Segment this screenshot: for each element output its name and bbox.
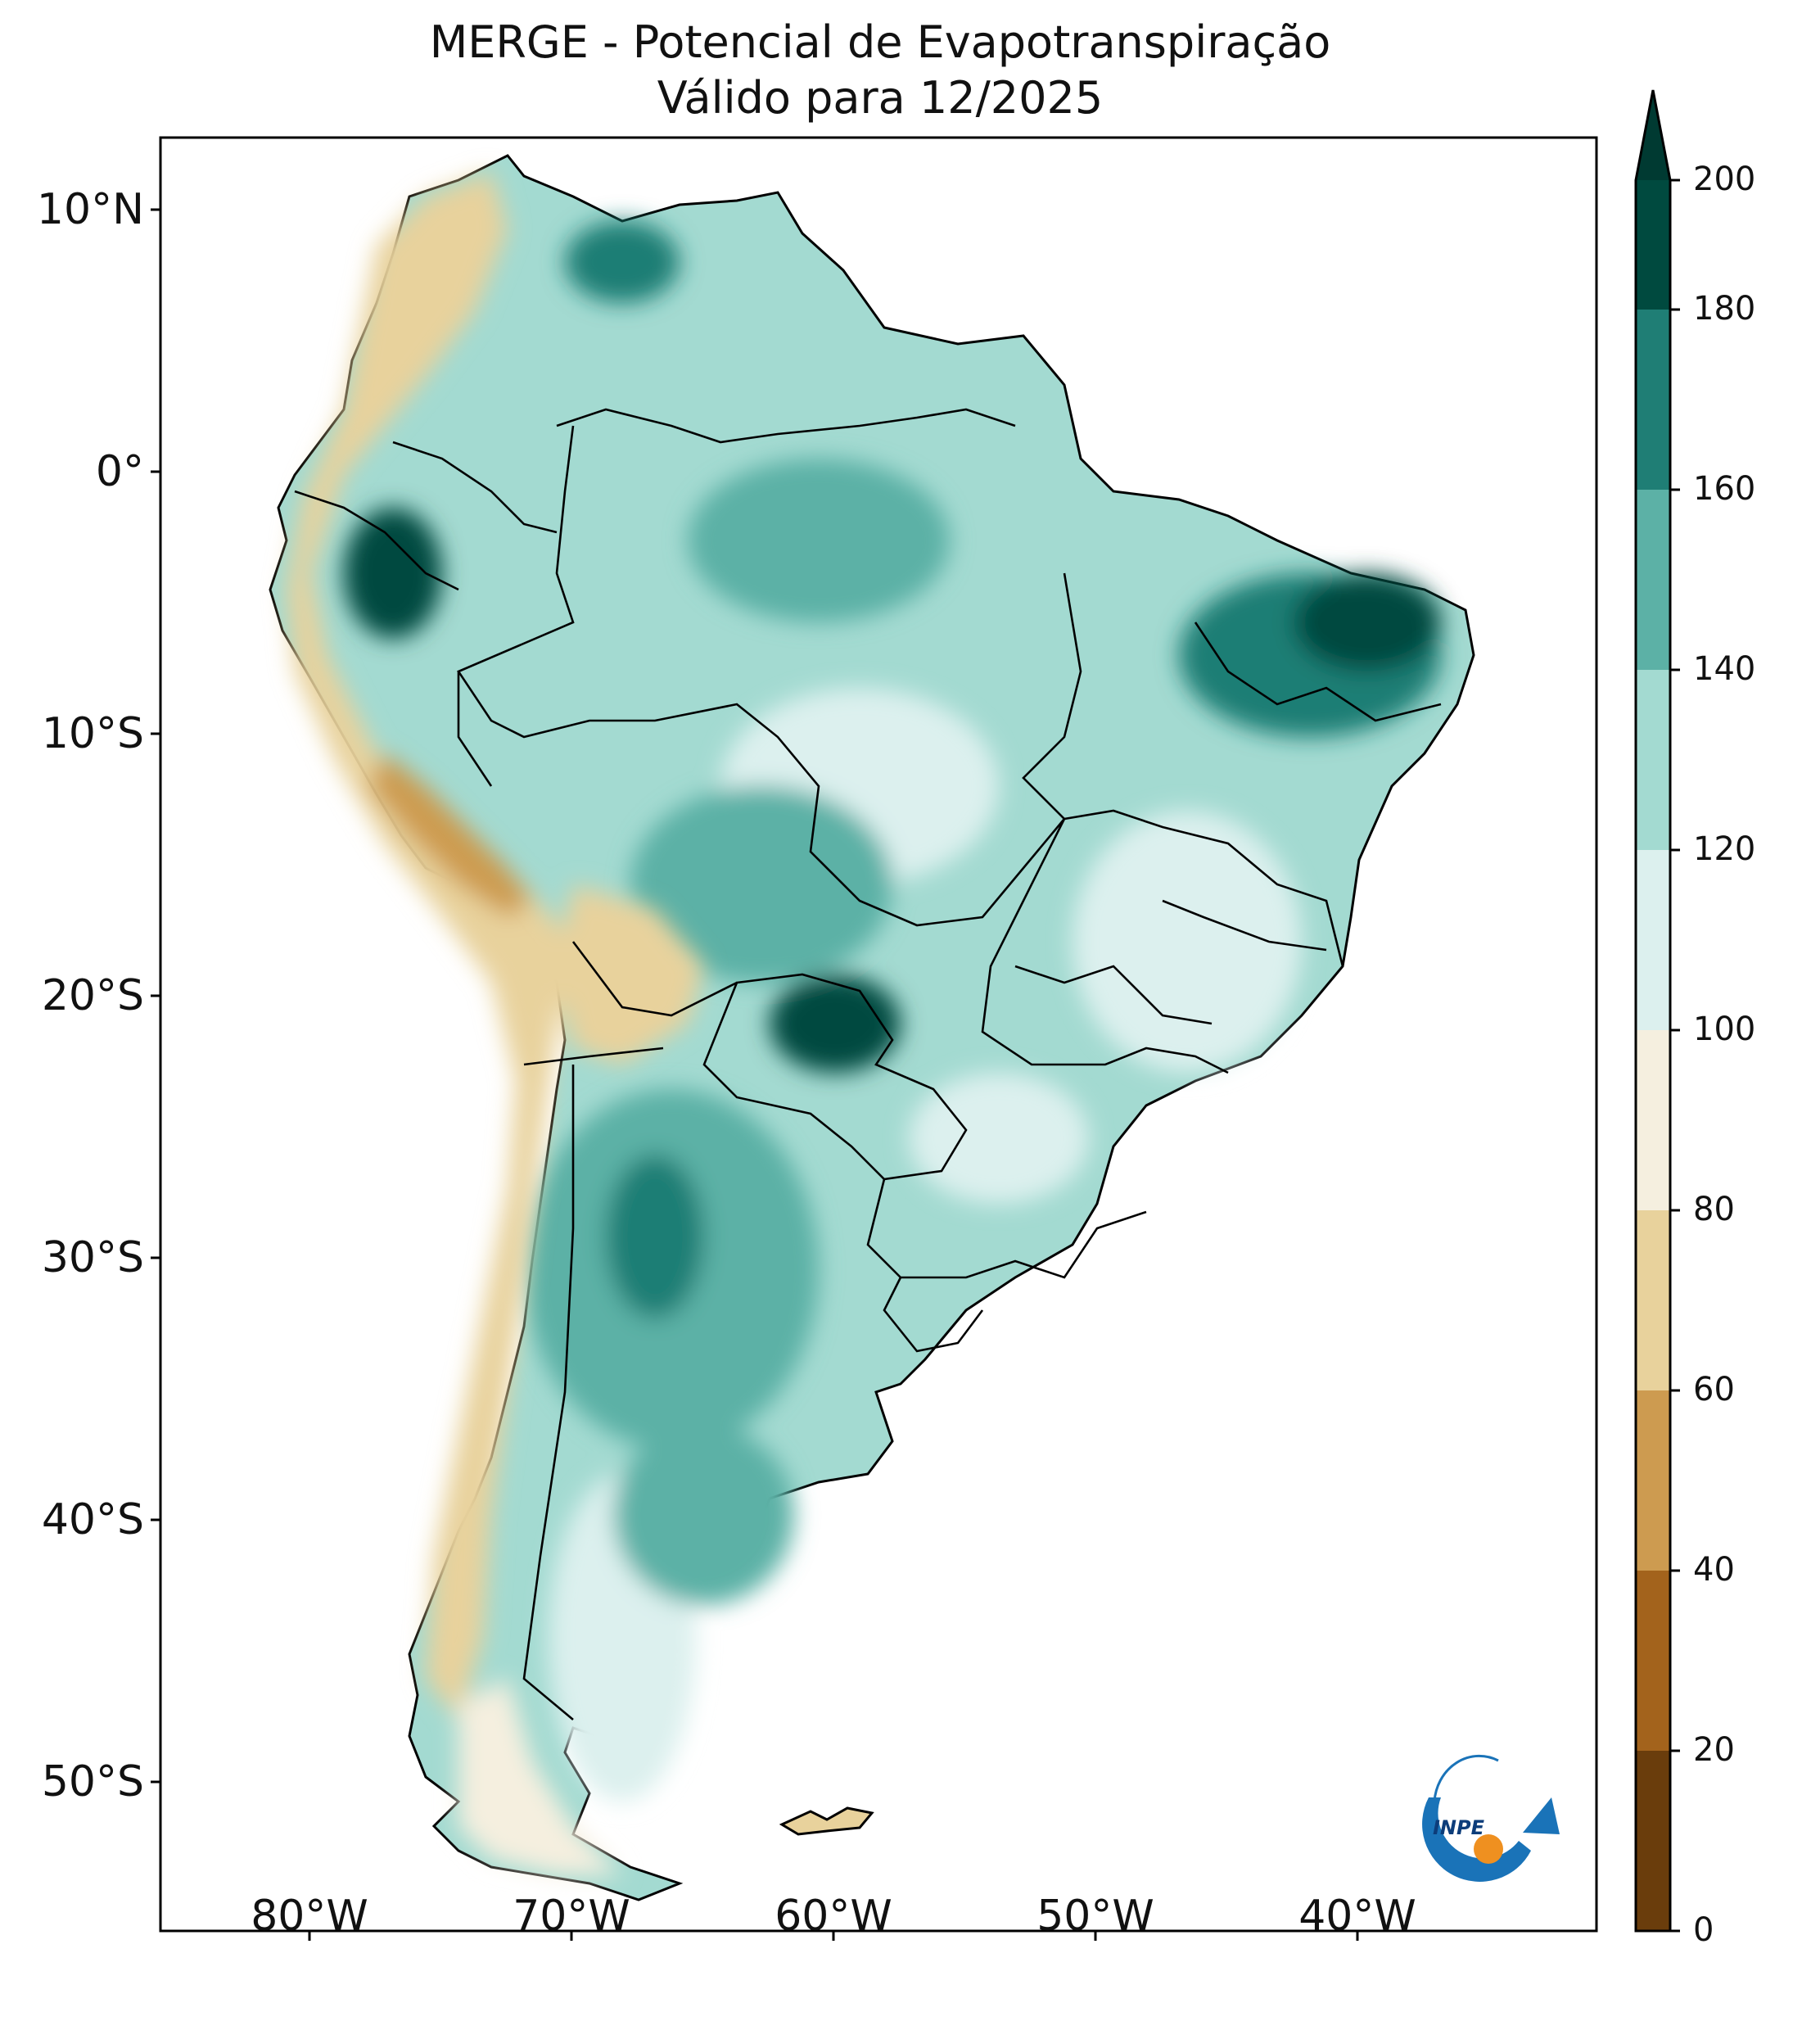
colorbar-segment-180-200 [1636,180,1670,310]
lat-label-0: 0° [95,447,144,496]
pet-zone-60-80-andes-north [287,172,573,1720]
colorbar-tick-140: 140 [1693,650,1756,688]
axis-ticks [151,208,1359,1941]
lat-label-40s: 40°S [41,1495,144,1544]
pet-zone-140-160-amazon [688,459,950,622]
pet-zone-140-160-pantanal [630,786,892,983]
pet-zone-80-100-patagonia-west [458,1679,622,1875]
colorbar-segment-80-100 [1636,1030,1670,1210]
colorbar-tick-100: 100 [1693,1010,1756,1048]
lat-label-10n: 10°N [36,185,144,234]
lon-label-50w: 50°W [1036,1892,1154,1941]
pet-zone-180-200-ceara [1294,573,1441,671]
lon-label-60w: 60°W [775,1892,892,1941]
lon-label-40w: 40°W [1298,1892,1416,1941]
pet-zone-100-120-south [909,1073,1089,1204]
lat-label-50s: 50°S [41,1757,144,1806]
colorbar-tick-80: 80 [1693,1191,1735,1228]
colorbar-segment-120-140 [1636,670,1670,850]
chart-title: MERGE - Potencial de Evapotranspiração [429,16,1331,68]
colorbar-segment-160-180 [1636,310,1670,490]
colorbar-segment-20-40 [1636,1571,1670,1751]
lat-label-10s: 10°S [41,709,144,758]
colorbar-tick-40: 40 [1693,1551,1735,1589]
colorbar-tick-200: 200 [1693,161,1756,198]
colorbar-tick-120: 120 [1693,830,1756,868]
pet-zone-60-80-bolivia-altiplano [557,884,704,1065]
chart-subtitle: Válido para 12/2025 [657,72,1104,124]
colorbar [1634,89,1680,1933]
pet-zone-160-180-chaco [606,1155,704,1318]
colorbar-tick-20: 20 [1693,1731,1735,1769]
plot-frame [159,136,1598,1933]
colorbar-tick-60: 60 [1693,1371,1735,1408]
country-borders [294,408,1442,1720]
lat-label-20s: 20°S [41,971,144,1020]
pet-zone-180-200-paraguay [770,974,901,1073]
colorbar-segment-0-20 [1636,1751,1670,1931]
inpe-logo-icon: INPE [1422,1754,1560,1882]
colorbar-tick-0: 0 [1693,1911,1714,1949]
colorbar-extend-arrow [1636,90,1670,180]
pet-zone-100-120-east [1073,811,1302,1073]
lat-label-30s: 30°S [41,1233,144,1282]
colorbar-tick-180: 180 [1693,290,1756,328]
colorbar-segment-60-80 [1636,1210,1670,1390]
colorbar-tick-160: 160 [1693,470,1756,508]
pet-zone-140-160-pampas [614,1425,794,1605]
pet-zone-40-60-peru-coast [368,753,532,917]
lon-label-80w: 80°W [251,1892,368,1941]
pet-zone-180-200-peru [344,508,442,639]
colorbar-segment-100-120 [1636,850,1670,1030]
pet-zone-160-180-venezuela [565,221,680,303]
inpe-logo-text: INPE [1433,1816,1485,1839]
lon-label-70w: 70°W [513,1892,630,1941]
colorbar-outline [1634,89,1672,1933]
colorbar-segment-140-160 [1636,490,1670,670]
colorbar-segment-40-60 [1636,1390,1670,1571]
falkland-islands [779,1806,874,1836]
